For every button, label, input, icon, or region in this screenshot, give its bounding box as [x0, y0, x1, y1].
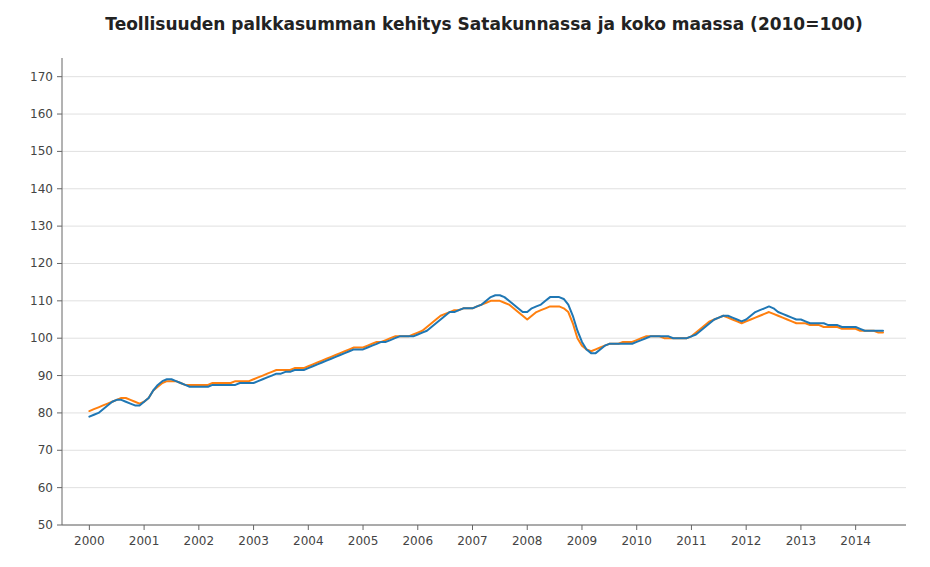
x-tick-label: 2007 [457, 534, 488, 548]
y-tick-label: 120 [30, 256, 53, 270]
y-tick [57, 300, 62, 301]
x-axis-line [62, 525, 906, 526]
y-tick [57, 263, 62, 264]
x-tick-label: 2012 [731, 534, 762, 548]
grid-line [62, 263, 906, 264]
x-tick [581, 525, 582, 530]
x-tick-label: 2008 [512, 534, 543, 548]
grid-line [62, 412, 906, 413]
x-tick [363, 525, 364, 530]
x-tick [198, 525, 199, 530]
y-tick [57, 525, 62, 526]
y-tick [57, 226, 62, 227]
y-tick [57, 188, 62, 189]
x-tick [855, 525, 856, 530]
y-tick-label: 140 [30, 182, 53, 196]
series-line [89, 301, 883, 411]
grid-line [62, 76, 906, 77]
y-tick [57, 338, 62, 339]
x-tick [417, 525, 418, 530]
grid-line [62, 300, 906, 301]
grid-line [62, 151, 906, 152]
x-tick [144, 525, 145, 530]
grid-line [62, 188, 906, 189]
y-tick [57, 114, 62, 115]
y-tick [57, 450, 62, 451]
grid-line [62, 487, 906, 488]
y-tick-label: 100 [30, 331, 53, 345]
y-tick [57, 487, 62, 488]
grid-line [62, 338, 906, 339]
y-tick [57, 412, 62, 413]
grid-line [62, 450, 906, 451]
y-tick-label: 160 [30, 107, 53, 121]
y-tick-label: 60 [38, 481, 53, 495]
x-tick-label: 2005 [348, 534, 379, 548]
x-tick [800, 525, 801, 530]
y-tick-label: 90 [38, 369, 53, 383]
x-tick-label: 2002 [184, 534, 215, 548]
y-axis-line [62, 58, 63, 525]
y-tick-label: 150 [30, 144, 53, 158]
x-tick-label: 2009 [567, 534, 598, 548]
series-line [89, 295, 883, 416]
x-tick [746, 525, 747, 530]
x-tick [253, 525, 254, 530]
y-tick-label: 70 [38, 443, 53, 457]
x-tick [527, 525, 528, 530]
title: Teollisuuden palkkasumman kehitys Sataku… [105, 14, 862, 34]
x-tick-label: 2013 [786, 534, 817, 548]
x-tick-label: 2011 [676, 534, 707, 548]
x-axis: 2000 2001 2002 2003 2004 2005 2006 2007 2008 2009… [62, 525, 906, 548]
x-tick [636, 525, 637, 530]
y-axis: 50 60 70 80 90 100 110 120 130 140 150 160 170 [30, 58, 906, 532]
series-group [89, 295, 883, 416]
x-tick-label: 2014 [840, 534, 871, 548]
grid-line [62, 114, 906, 115]
grid-line [62, 375, 906, 376]
x-tick [308, 525, 309, 530]
y-tick-label: 50 [38, 518, 53, 532]
grid-line [62, 525, 906, 526]
y-tick-label: 130 [30, 219, 53, 233]
y-tick-label: 170 [30, 70, 53, 84]
chart: Teollisuuden palkkasumman kehitys Sataku… [0, 0, 930, 567]
x-tick [472, 525, 473, 530]
x-tick-label: 2010 [621, 534, 652, 548]
x-tick [89, 525, 90, 530]
y-tick-label: 80 [38, 406, 53, 420]
y-tick [57, 151, 62, 152]
x-tick [691, 525, 692, 530]
y-tick-label: 110 [30, 294, 53, 308]
y-tick [57, 375, 62, 376]
x-tick-label: 2003 [238, 534, 269, 548]
x-tick-label: 2004 [293, 534, 324, 548]
x-tick-label: 2001 [129, 534, 160, 548]
grid-line [62, 226, 906, 227]
x-tick-label: 2000 [74, 534, 105, 548]
x-tick-label: 2006 [402, 534, 433, 548]
y-tick [57, 76, 62, 77]
